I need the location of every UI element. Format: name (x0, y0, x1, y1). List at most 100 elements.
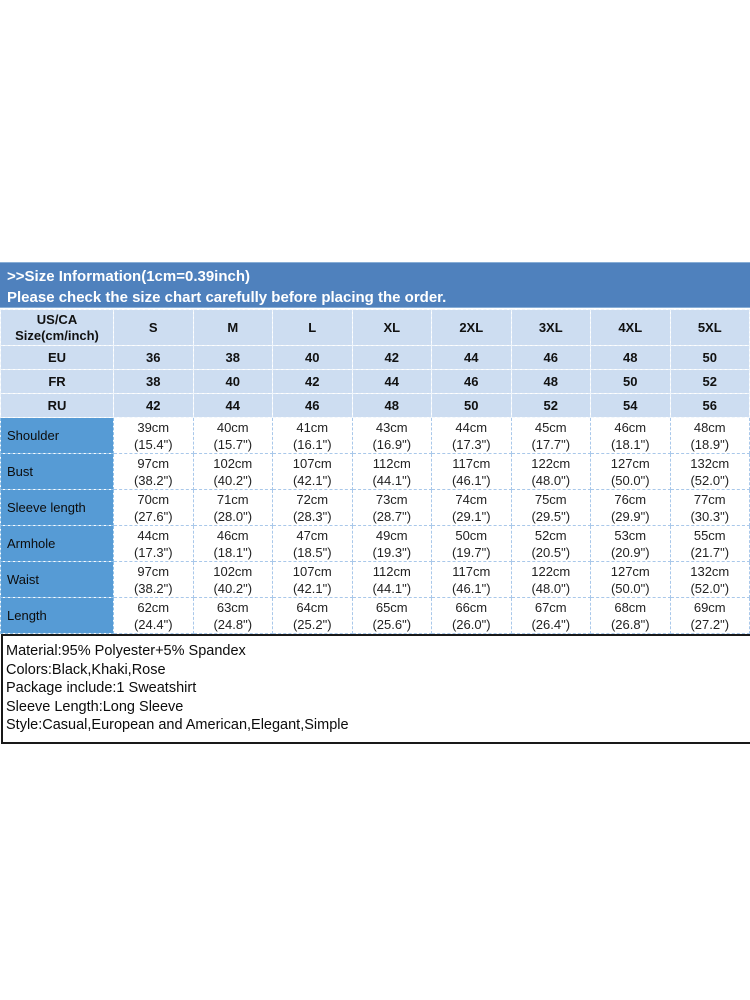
cell: 40cm (15.7") (192, 417, 273, 454)
cell: 122cm (48.0") (510, 561, 591, 598)
cell: 50cm (19.7") (431, 525, 512, 562)
cell: 67cm (26.4") (510, 597, 591, 634)
cell: 52cm (20.5") (510, 525, 591, 562)
cell: 68cm (26.8") (590, 597, 671, 634)
cell: 50 (590, 369, 671, 394)
cell: 102cm (40.2") (192, 561, 273, 598)
cell: 48cm (18.9") (669, 417, 750, 454)
cell: 74cm (29.1") (431, 489, 512, 526)
banner-title: >>Size Information(1cm=0.39inch) (7, 268, 250, 285)
cell: 38 (113, 369, 194, 394)
cell: 132cm (52.0") (669, 453, 750, 490)
cell: 48 (351, 393, 432, 418)
cell: 97cm (38.2") (113, 561, 194, 598)
cell: 38 (192, 345, 273, 370)
cell: 45cm (17.7") (510, 417, 591, 454)
table-row-eu: EU 36 38 40 42 44 46 48 50 (0, 345, 750, 370)
table-row-length: Length 62cm (24.4") 63cm (24.8") 64cm (2… (0, 597, 750, 634)
cell: 44cm (17.3") (113, 525, 194, 562)
cell: 48 (510, 369, 591, 394)
detail-sleeve-length: Sleeve Length:Long Sleeve (6, 698, 184, 715)
row-label: RU (0, 393, 114, 418)
cell: 72cm (28.3") (272, 489, 353, 526)
cell: 107cm (42.1") (272, 561, 353, 598)
cell: 36 (113, 345, 194, 370)
product-details-box: Material:95% Polyester+5% Spandex Colors… (1, 634, 750, 744)
cell: 73cm (28.7") (351, 489, 432, 526)
cell: 127cm (50.0") (590, 561, 671, 598)
cell: 43cm (16.9") (351, 417, 432, 454)
cell: 47cm (18.5") (272, 525, 353, 562)
cell: 117cm (46.1") (431, 453, 512, 490)
cell: 48 (590, 345, 671, 370)
col-header-3xl: 3XL (510, 309, 591, 346)
cell: 66cm (26.0") (431, 597, 512, 634)
cell: 76cm (29.9") (590, 489, 671, 526)
cell: 127cm (50.0") (590, 453, 671, 490)
cell: 52 (510, 393, 591, 418)
cell: 52 (669, 369, 750, 394)
cell: 42 (272, 369, 353, 394)
cell: 44 (431, 345, 512, 370)
table-row-ru: RU 42 44 46 48 50 52 54 56 (0, 393, 750, 418)
row-label: Length (0, 597, 114, 634)
cell: 41cm (16.1") (272, 417, 353, 454)
cell: 77cm (30.3") (669, 489, 750, 526)
cell: 63cm (24.8") (192, 597, 273, 634)
cell: 42 (351, 345, 432, 370)
row-label: Bust (0, 453, 114, 490)
cell: 46cm (18.1") (192, 525, 273, 562)
cell: 102cm (40.2") (192, 453, 273, 490)
cell: 46 (510, 345, 591, 370)
cell: 55cm (21.7") (669, 525, 750, 562)
cell: 44 (351, 369, 432, 394)
cell: 62cm (24.4") (113, 597, 194, 634)
table-row-waist: Waist 97cm (38.2") 102cm (40.2") 107cm (… (0, 561, 750, 598)
cell: 49cm (19.3") (351, 525, 432, 562)
cell: 44 (192, 393, 273, 418)
col-header-4xl: 4XL (590, 309, 671, 346)
row-label: Sleeve length (0, 489, 114, 526)
cell: 112cm (44.1") (351, 561, 432, 598)
col-header-s: S (113, 309, 194, 346)
cell: 97cm (38.2") (113, 453, 194, 490)
detail-material: Material:95% Polyester+5% Spandex (6, 643, 246, 659)
cell: 56 (669, 393, 750, 418)
row-label: Armhole (0, 525, 114, 562)
cell: 70cm (27.6") (113, 489, 194, 526)
cell: 69cm (27.2") (669, 597, 750, 634)
cell: 112cm (44.1") (351, 453, 432, 490)
col-header-m: M (192, 309, 273, 346)
table-row-sleeve-length: Sleeve length 70cm (27.6") 71cm (28.0") … (0, 489, 750, 526)
cell: 40 (192, 369, 273, 394)
cell: 71cm (28.0") (192, 489, 273, 526)
cell: 42 (113, 393, 194, 418)
size-header-row: US/CA Size(cm/inch) S M L XL 2XL 3XL 4XL… (0, 309, 750, 346)
detail-style: Style:Casual,European and American,Elega… (6, 717, 349, 734)
cell: 50 (669, 345, 750, 370)
cell: 122cm (48.0") (510, 453, 591, 490)
cell: 117cm (46.1") (431, 561, 512, 598)
cell: 132cm (52.0") (669, 561, 750, 598)
cell: 40 (272, 345, 353, 370)
cell: 46 (431, 369, 512, 394)
cell: 53cm (20.9") (590, 525, 671, 562)
cell: 54 (590, 393, 671, 418)
table-row-armhole: Armhole 44cm (17.3") 46cm (18.1") 47cm (… (0, 525, 750, 562)
row-label: Waist (0, 561, 114, 598)
size-chart-table: US/CA Size(cm/inch) S M L XL 2XL 3XL 4XL… (0, 309, 750, 634)
table-row-shoulder: Shoulder 39cm (15.4") 40cm (15.7") 41cm … (0, 417, 750, 454)
col-header-2xl: 2XL (431, 309, 512, 346)
cell: 44cm (17.3") (431, 417, 512, 454)
cell: 75cm (29.5") (510, 489, 591, 526)
cell: 65cm (25.6") (351, 597, 432, 634)
row-label: Shoulder (0, 417, 114, 454)
cell: 64cm (25.2") (272, 597, 353, 634)
table-row-fr: FR 38 40 42 44 46 48 50 52 (0, 369, 750, 394)
cell: 107cm (42.1") (272, 453, 353, 490)
table-row-bust: Bust 97cm (38.2") 102cm (40.2") 107cm (4… (0, 453, 750, 490)
cell: 46cm (18.1") (590, 417, 671, 454)
cell: 50 (431, 393, 512, 418)
col-header-xl: XL (351, 309, 432, 346)
cell: 46 (272, 393, 353, 418)
